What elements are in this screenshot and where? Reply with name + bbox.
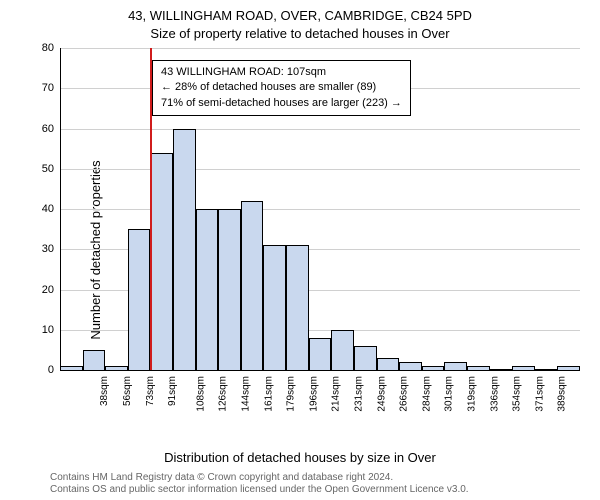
histogram-bar (331, 330, 354, 370)
y-tick-label: 30 (42, 243, 54, 255)
x-tick-label: 179sqm (286, 376, 297, 412)
y-tick-label: 60 (42, 123, 54, 135)
x-tick-label: 161sqm (263, 376, 274, 412)
y-tick-label: 20 (42, 284, 54, 296)
y-axis-line (60, 48, 61, 370)
y-tick-label: 50 (42, 163, 54, 175)
x-tick-label: 108sqm (195, 376, 206, 412)
x-tick-label: 38sqm (99, 376, 110, 406)
x-tick-label: 319sqm (467, 376, 478, 412)
histogram-bar (467, 366, 490, 370)
x-tick-label: 196sqm (308, 376, 319, 412)
histogram-bar (286, 245, 309, 370)
footer-line-1: Contains HM Land Registry data © Crown c… (50, 472, 469, 484)
x-tick-label: 91sqm (167, 376, 178, 406)
grid-line (60, 129, 580, 130)
histogram-bar (377, 358, 400, 370)
y-tick-label: 70 (42, 82, 54, 94)
x-tick-label: 371sqm (534, 376, 545, 412)
histogram-bar (535, 369, 558, 370)
grid-line (60, 169, 580, 170)
x-tick-label: 73sqm (145, 376, 156, 406)
histogram-bar (354, 346, 377, 370)
histogram-bar (241, 201, 264, 370)
footer-attribution: Contains HM Land Registry data © Crown c… (50, 472, 469, 496)
histogram-bar (150, 153, 173, 370)
histogram-bar (128, 229, 151, 370)
y-tick-label: 40 (42, 203, 54, 215)
x-tick-label: 354sqm (512, 376, 523, 412)
y-tick-label: 80 (42, 42, 54, 54)
histogram-bar (60, 366, 83, 370)
histogram-bar (422, 366, 445, 370)
info-box-line: 71% of semi-detached houses are larger (… (161, 96, 402, 111)
x-tick-label: 389sqm (557, 376, 568, 412)
histogram-bar (399, 362, 422, 370)
x-tick-label: 214sqm (331, 376, 342, 412)
histogram-bar (309, 338, 332, 370)
x-tick-label: 249sqm (376, 376, 387, 412)
x-tick-label: 336sqm (489, 376, 500, 412)
x-axis-label: Distribution of detached houses by size … (0, 450, 600, 465)
x-tick-label: 266sqm (399, 376, 410, 412)
x-tick-label: 144sqm (241, 376, 252, 412)
info-box-line: 43 WILLINGHAM ROAD: 107sqm (161, 65, 402, 80)
x-axis-line (60, 370, 580, 371)
x-tick-label: 301sqm (444, 376, 455, 412)
y-tick-label: 10 (42, 324, 54, 336)
x-tick-label: 126sqm (218, 376, 229, 412)
chart-container: 43, WILLINGHAM ROAD, OVER, CAMBRIDGE, CB… (0, 0, 600, 500)
histogram-bar (218, 209, 241, 370)
grid-line (60, 209, 580, 210)
chart-title-sub: Size of property relative to detached ho… (0, 26, 600, 41)
info-box: 43 WILLINGHAM ROAD: 107sqm← 28% of detac… (152, 60, 411, 116)
grid-line (60, 48, 580, 49)
histogram-bar (444, 362, 467, 370)
x-tick-label: 284sqm (421, 376, 432, 412)
footer-line-2: Contains OS and public sector informatio… (50, 484, 469, 496)
histogram-bar (173, 129, 196, 371)
plot-area: 0102030405060708038sqm56sqm73sqm91sqm108… (60, 48, 580, 418)
histogram-bar (196, 209, 219, 370)
chart-title-main: 43, WILLINGHAM ROAD, OVER, CAMBRIDGE, CB… (0, 8, 600, 23)
histogram-bar (512, 366, 535, 370)
info-box-line: ← 28% of detached houses are smaller (89… (161, 80, 402, 95)
histogram-bar (263, 245, 286, 370)
histogram-bar (83, 350, 106, 370)
histogram-bar (105, 366, 128, 370)
histogram-bar (490, 369, 513, 370)
histogram-bar (557, 366, 580, 370)
x-tick-label: 56sqm (122, 376, 133, 406)
y-tick-label: 0 (48, 364, 54, 376)
x-tick-label: 231sqm (354, 376, 365, 412)
